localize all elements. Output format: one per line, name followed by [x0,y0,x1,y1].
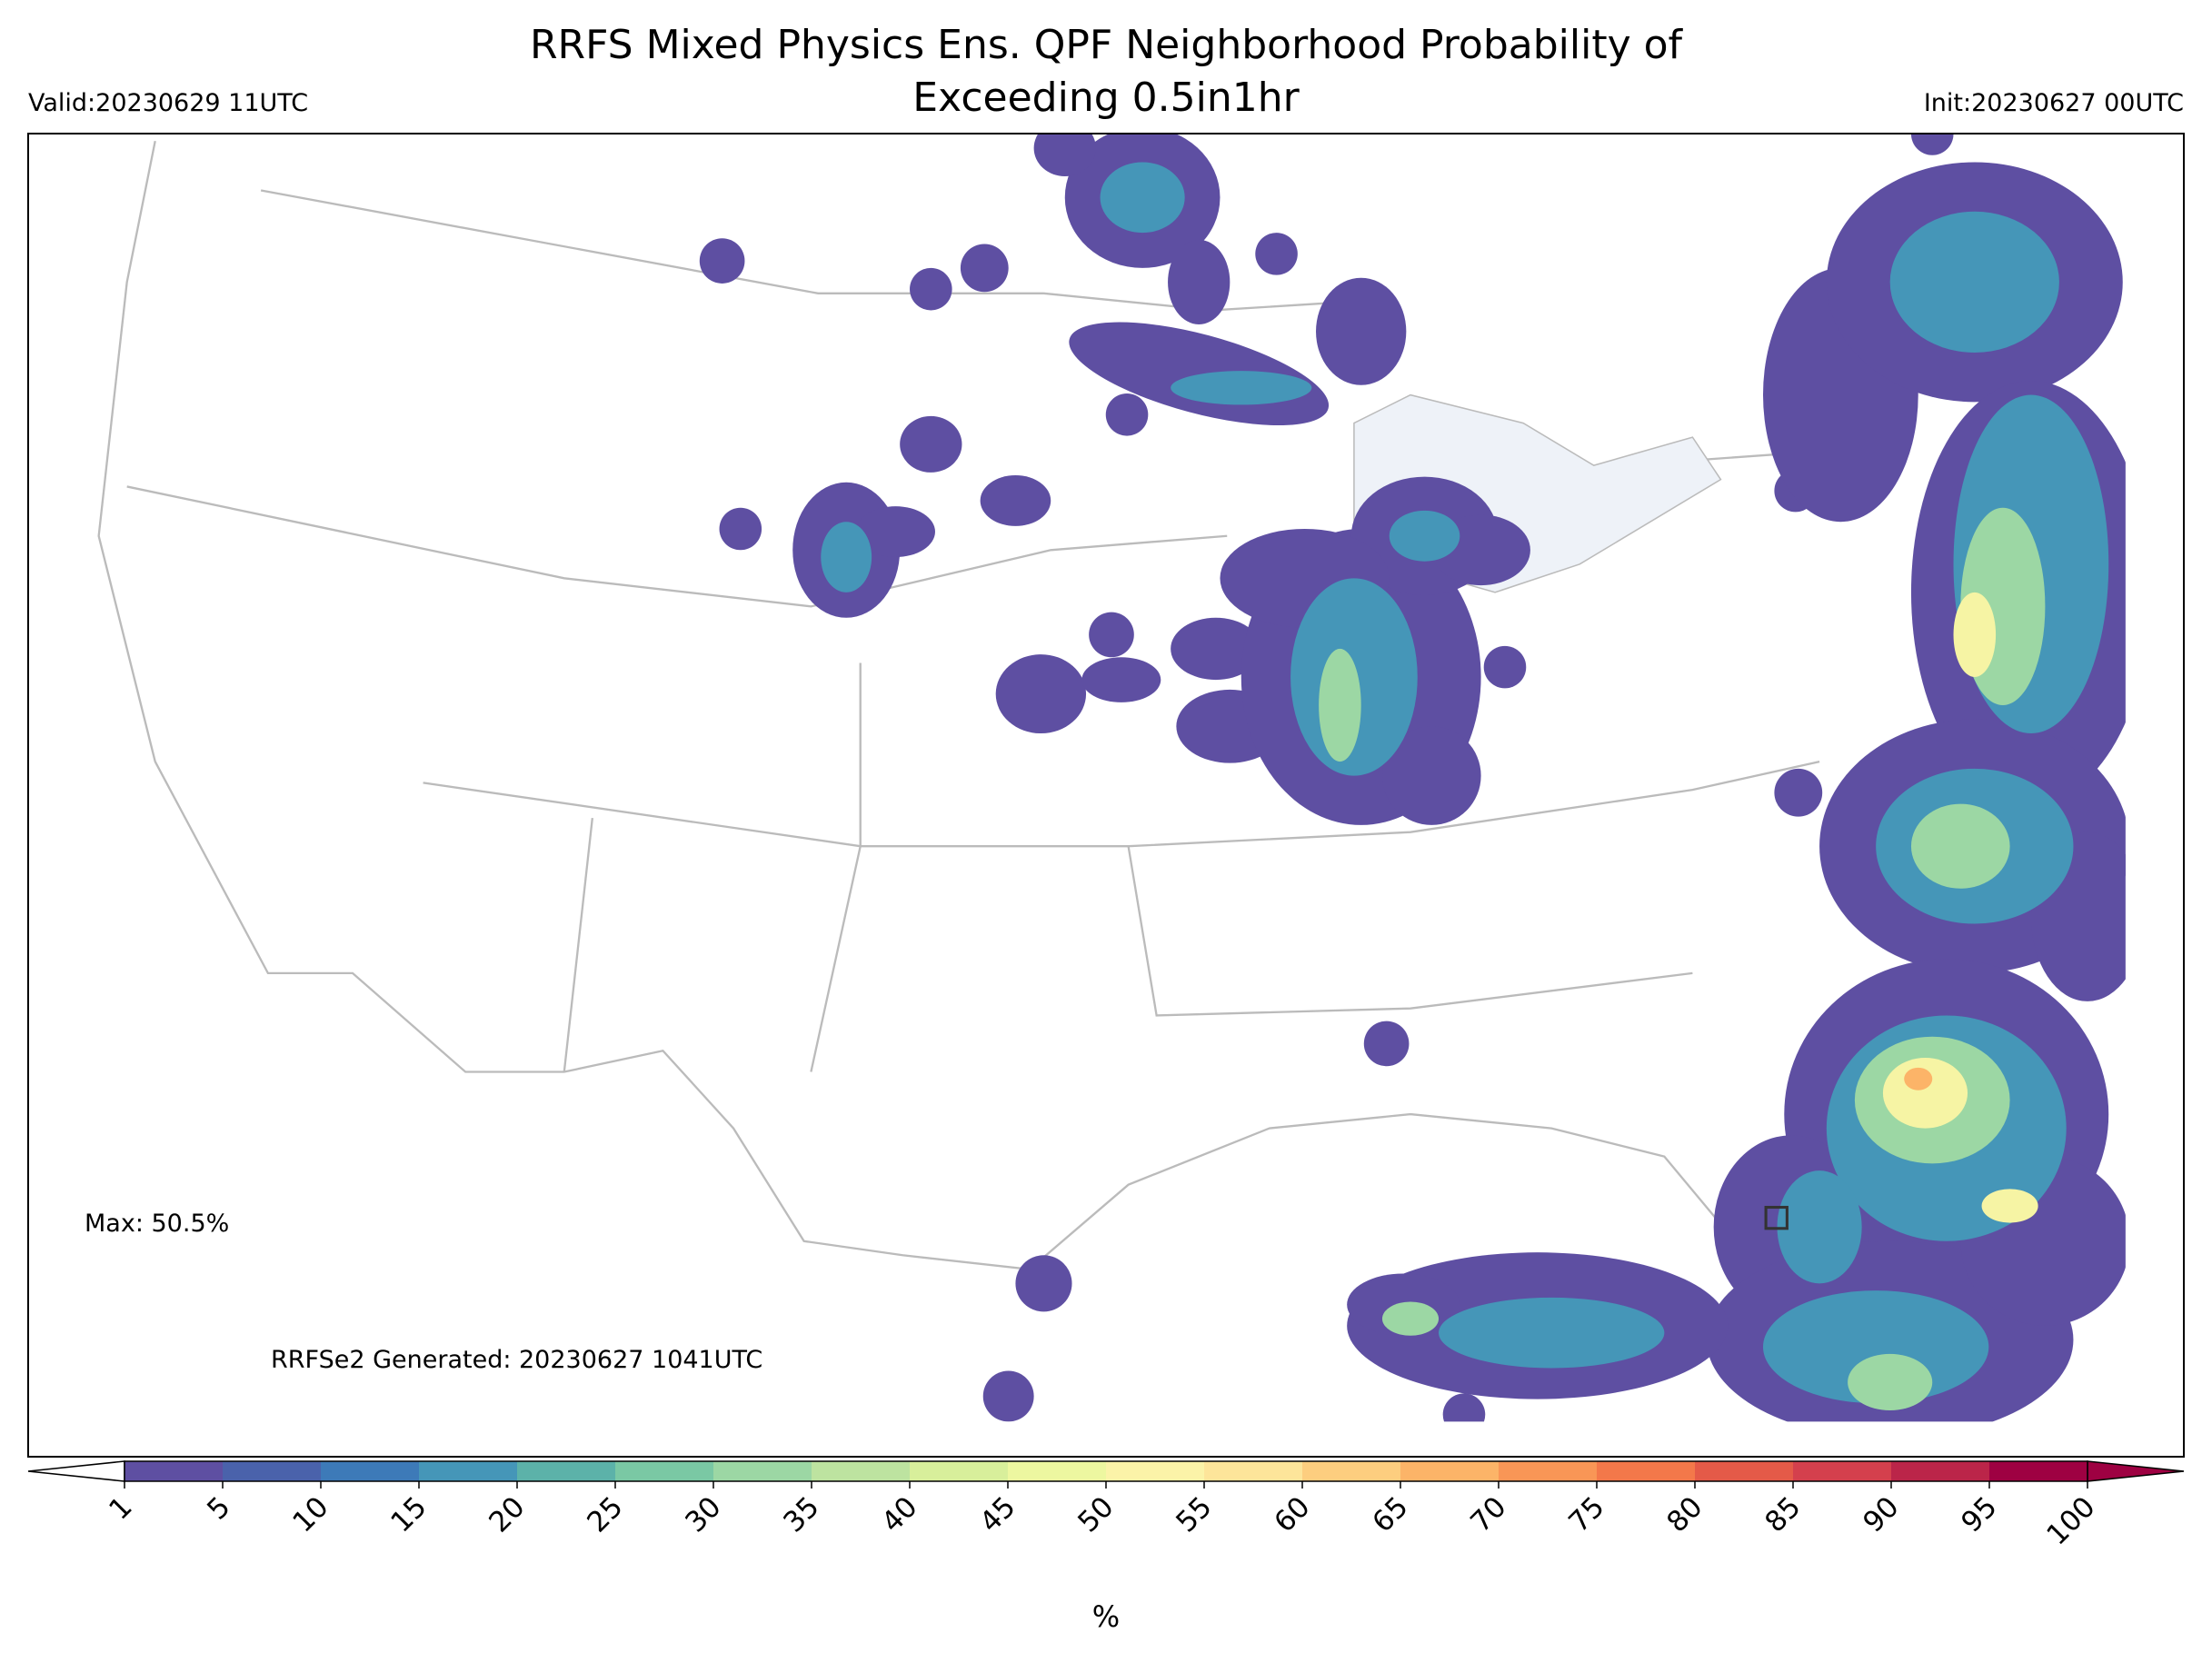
init-label: Init:20230627 00UTC [1924,89,2184,117]
colorbar-segment [1204,1461,1303,1481]
colorbar-segment [812,1461,911,1481]
map [97,134,2126,1422]
colorbar-segment [1989,1461,2088,1481]
colorbar-tick-label: 50 [1071,1490,1120,1539]
colorbar-tick-label: 30 [679,1490,727,1539]
max-marker [1764,1205,1789,1230]
colorbar-tick-label: 80 [1660,1490,1709,1539]
colorbar-tick-label: 95 [1955,1490,2003,1539]
colorbar-segment [1400,1461,1500,1481]
colorbar-tick-label: 55 [1170,1490,1218,1539]
colorbar-tick-label: 85 [1759,1490,1807,1539]
map-frame [27,133,2185,1458]
colorbar-tick-label: 60 [1268,1490,1316,1539]
probability-field [699,134,2126,1422]
colorbar-segment [1499,1461,1598,1481]
colorbar: 1 5 10 15 20 25 30 35 40 45 50 55 60 65 70 75 80 85 90 95 10… [27,1460,2185,1551]
colorbar-segment [1106,1461,1205,1481]
colorbar-tick-label: 65 [1366,1490,1414,1539]
colorbar-tick-label: 100 [2040,1490,2101,1551]
title-line: RRFS Mixed Physics Ens. QPF Neighborhood… [530,22,1684,68]
generated-label: RRFSe2 Generated: 20230627 1041UTC [271,1346,762,1374]
colorbar-segment [125,1461,224,1481]
colorbar-segment [517,1461,616,1481]
colorbar-segment [419,1461,518,1481]
colorbar-under [27,1460,125,1482]
colorbar-segment [1695,1461,1794,1481]
colorbar-segment [910,1461,1009,1481]
colorbar-tick-label: 20 [483,1490,531,1539]
colorbar-tick-label: 15 [384,1490,433,1539]
colorbar-tick-label: 10 [286,1490,334,1539]
colorbar-tick-label: 70 [1464,1490,1512,1539]
colorbar-tick-label: 45 [973,1490,1021,1539]
colorbar-over [2087,1460,2185,1482]
colorbar-segment [1793,1461,1892,1481]
colorbar-segment [1302,1461,1401,1481]
colorbar-segment [1891,1461,1990,1481]
colorbar-segment [615,1461,714,1481]
colorbar-tick-label: 5 [201,1490,236,1526]
colorbar-tick-label: 25 [581,1490,629,1539]
colorbar-segment [223,1461,322,1481]
colorbar-label: % [1092,1599,1120,1634]
colorbar-tick-label: 35 [777,1490,825,1539]
colorbar-tick-label: 1 [103,1490,138,1526]
boundaries [97,140,1906,1411]
colorbar-segment [1008,1461,1107,1481]
title-line: Exceeding 0.5in1hr [912,75,1300,121]
colorbar-segment [321,1461,420,1481]
valid-label: Valid:20230629 11UTC [28,89,308,117]
max-label: Max: 50.5% [85,1210,229,1238]
colorbar-tick-label: 90 [1857,1490,1905,1539]
colorbar-tick-label: 40 [875,1490,923,1539]
colorbar-segment [713,1461,812,1481]
colorbar-segment [1597,1461,1696,1481]
colorbar-tick-label: 75 [1562,1490,1610,1539]
